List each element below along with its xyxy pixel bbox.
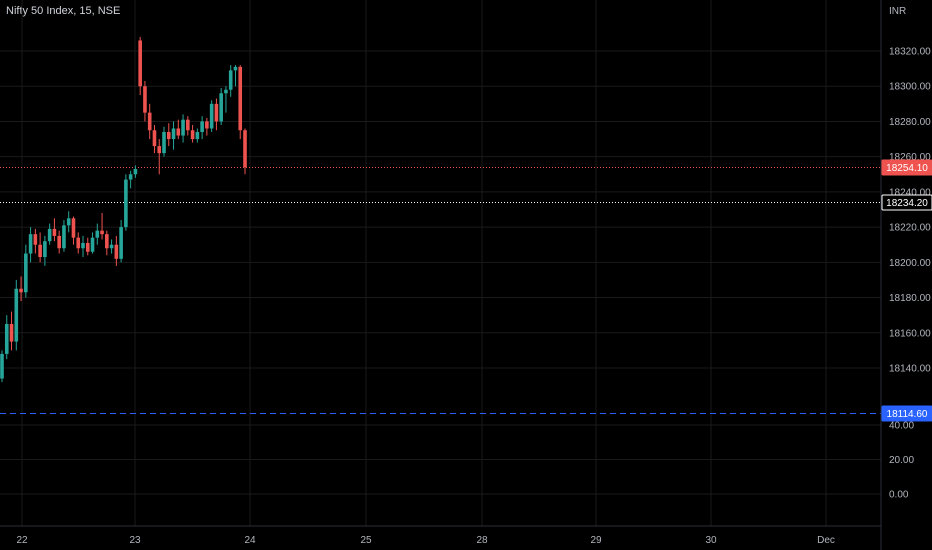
candle-body xyxy=(66,218,71,226)
candle-body xyxy=(190,130,195,140)
candle-body xyxy=(9,323,14,342)
candle-body xyxy=(143,86,147,113)
time-axis[interactable]: 22 23 24 25 28 29 30 Dec xyxy=(16,535,834,546)
candle-body xyxy=(157,146,162,154)
candle-body xyxy=(4,323,9,354)
chart-title: Nifty 50 Index, 15, NSE xyxy=(6,5,121,17)
candle-body xyxy=(209,103,214,129)
candle-body xyxy=(214,103,219,122)
price-badge-label: 18234.20 xyxy=(886,198,928,209)
candle-body xyxy=(138,40,142,87)
price-badge-label: 18114.60 xyxy=(887,409,928,420)
candle-body xyxy=(24,253,28,293)
candle-body xyxy=(52,228,57,236)
candle-body xyxy=(162,132,166,154)
indicator-tick-label: 0.00 xyxy=(889,490,909,501)
candle-body xyxy=(105,234,109,249)
candle-body xyxy=(95,230,100,238)
indicator-axis[interactable]: 40.00 20.00 0.00 xyxy=(889,421,914,501)
price-badge xyxy=(881,159,932,176)
candle-body xyxy=(147,112,152,131)
candle-body xyxy=(62,225,66,249)
candle-body xyxy=(109,244,114,249)
candle-body xyxy=(166,132,171,140)
price-tick-label: 18200.00 xyxy=(889,258,931,269)
candle-body xyxy=(124,179,128,228)
time-tick-label: 29 xyxy=(590,535,602,546)
candle-body xyxy=(238,66,243,131)
candle-body xyxy=(28,234,33,254)
candle-body xyxy=(43,241,47,258)
candle-body xyxy=(205,121,209,129)
price-badges: 18254.10 18234.20 18114.60 xyxy=(881,159,932,422)
candle-body xyxy=(38,244,42,258)
candle-body xyxy=(133,168,138,175)
price-tick-label: 18240.00 xyxy=(889,187,931,198)
candle-body xyxy=(152,130,157,147)
candle-body xyxy=(186,119,190,131)
price-tick-label: 18280.00 xyxy=(889,117,931,128)
grid-lines xyxy=(0,0,881,526)
candle-body xyxy=(243,130,247,168)
candle-body xyxy=(224,89,228,94)
candle-body xyxy=(171,128,176,140)
candle-body xyxy=(219,93,223,122)
time-tick-label: 28 xyxy=(476,535,488,546)
price-tick-label: 18220.00 xyxy=(889,223,931,234)
time-tick-label: 22 xyxy=(16,535,28,546)
candle-body xyxy=(228,70,233,90)
time-tick-label: Dec xyxy=(817,535,835,546)
candle-body xyxy=(81,242,85,249)
time-tick-label: 24 xyxy=(244,535,256,546)
indicator-tick-label: 40.00 xyxy=(889,421,914,432)
price-badge-label: 18254.10 xyxy=(886,163,928,174)
price-tick-label: 18260.00 xyxy=(889,152,931,163)
candle-body xyxy=(176,128,181,136)
price-tick-label: 18160.00 xyxy=(889,328,931,339)
candle-body xyxy=(195,132,200,140)
candle-body xyxy=(71,218,76,238)
candles xyxy=(0,36,247,383)
candle-body xyxy=(128,174,133,180)
currency-label: INR xyxy=(889,6,906,17)
price-badge xyxy=(881,405,932,422)
candle-body xyxy=(47,228,52,242)
candle-body xyxy=(90,237,95,252)
candle-body xyxy=(0,353,4,379)
indicator-tick-label: 20.00 xyxy=(889,455,914,466)
price-tick-label: 18300.00 xyxy=(889,82,931,93)
price-tick-label: 18140.00 xyxy=(889,364,931,375)
price-badge xyxy=(881,194,932,211)
candle-body xyxy=(119,227,123,259)
time-tick-label: 30 xyxy=(705,535,717,546)
candle-body xyxy=(19,288,23,293)
candle-body xyxy=(14,288,19,342)
time-tick-label: 25 xyxy=(360,535,372,546)
candle-body xyxy=(181,119,185,136)
candle-body xyxy=(33,234,38,245)
candle-body xyxy=(85,242,90,252)
candle-body xyxy=(57,235,61,249)
candle-body xyxy=(200,121,204,133)
price-axis[interactable]: 18320.00 18300.00 18280.00 18260.00 18240.00… xyxy=(889,47,931,375)
candle-body xyxy=(76,237,81,249)
candle-body xyxy=(114,244,119,259)
time-tick-label: 23 xyxy=(129,535,141,546)
price-tick-label: 18320.00 xyxy=(889,47,931,58)
candle-body xyxy=(233,66,238,71)
price-lines xyxy=(0,167,881,414)
candle-body xyxy=(100,230,104,235)
price-tick-label: 18180.00 xyxy=(889,293,931,304)
